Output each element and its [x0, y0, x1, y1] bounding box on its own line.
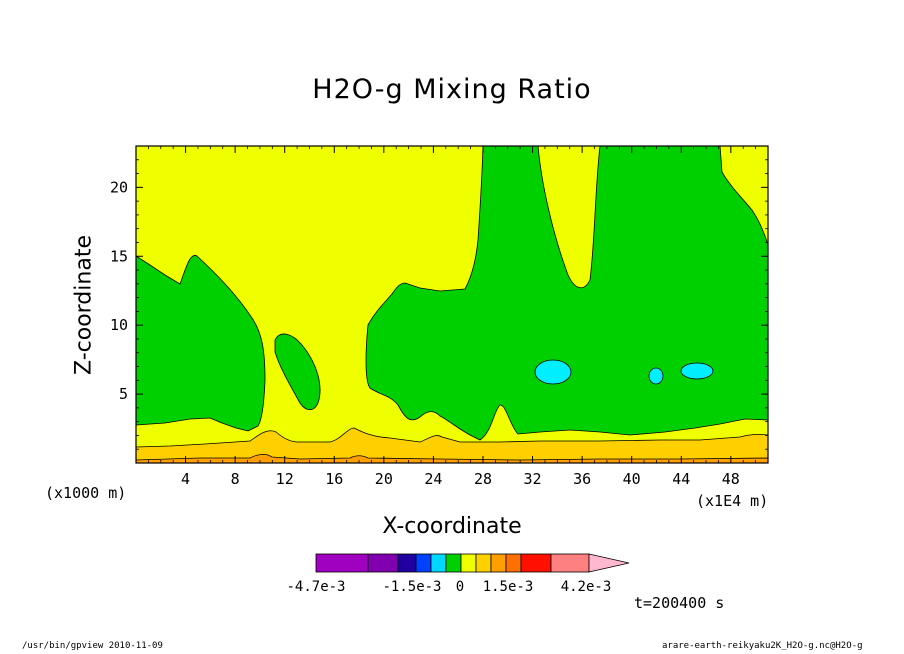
- colorbar: -4.7e-3 -1.5e-3 0 1.5e-3 4.2e-3: [286, 553, 630, 595]
- colorbar-swatch: [315, 553, 369, 573]
- colorbar-swatch: [550, 553, 590, 573]
- region-green-left: [136, 254, 266, 432]
- colorbar-swatch: [430, 553, 447, 573]
- colorbar-swatch: [445, 553, 462, 573]
- colorbar-label: -1.5e-3: [382, 579, 441, 595]
- y-axis-unit: (x1000 m): [45, 484, 127, 502]
- colorbar-swatch: [397, 553, 417, 573]
- contour-field: [136, 146, 768, 463]
- x-tick-label: 12: [276, 470, 294, 488]
- x-tick-label: 4: [181, 470, 190, 488]
- x-tick-label: 44: [672, 470, 690, 488]
- colorbar-arrow: [588, 553, 630, 573]
- colorbar-label: 4.2e-3: [561, 579, 612, 595]
- footer-right: arare-earth-reikyaku2K_H2O-g.nc@H2O-g: [662, 641, 863, 651]
- colorbar-swatch: [520, 553, 552, 573]
- region-cyan-2: [648, 367, 664, 385]
- y-tick-label: 15: [110, 247, 128, 265]
- colorbar-label: -4.7e-3: [286, 579, 345, 595]
- x-tick-label: 20: [375, 470, 393, 488]
- x-tick-label: 40: [623, 470, 641, 488]
- region-green-island: [274, 333, 321, 411]
- plot-frame: [135, 145, 769, 464]
- colorbar-swatch: [505, 553, 522, 573]
- colorbar-label: 1.5e-3: [483, 579, 534, 595]
- x-tick-label: 24: [424, 470, 442, 488]
- colorbar-swatch: [490, 553, 507, 573]
- x-tick-label: 8: [231, 470, 240, 488]
- colorbar-swatch: [415, 553, 432, 573]
- region-light-orange: [136, 427, 768, 463]
- footer-left: /usr/bin/gpview 2010-11-09: [22, 641, 163, 651]
- region-cyan-1: [534, 359, 572, 385]
- time-label: t=200400 s: [634, 594, 725, 612]
- x-tick-label: 36: [573, 470, 591, 488]
- colorbar-swatch: [367, 553, 399, 573]
- x-tick-label: 32: [524, 470, 542, 488]
- y-tick-label: 10: [110, 316, 128, 334]
- chart-title: H2O-g Mixing Ratio: [312, 74, 592, 105]
- x-axis-unit: (x1E4 m): [696, 492, 769, 510]
- x-axis-label: X-coordinate: [382, 514, 522, 539]
- x-tick-label: 16: [325, 470, 343, 488]
- y-tick-label: 5: [119, 385, 128, 403]
- region-orange: [136, 454, 768, 463]
- x-tick-label: 28: [474, 470, 492, 488]
- y-tick-label: 20: [110, 178, 128, 196]
- colorbar-label: 0: [456, 579, 464, 595]
- y-axis-label: Z-coordinate: [71, 235, 97, 375]
- colorbar-swatch: [475, 553, 492, 573]
- x-tick-label: 48: [722, 470, 740, 488]
- colorbar-swatch: [460, 553, 477, 573]
- region-cyan-3: [680, 362, 714, 380]
- region-green-right: [365, 146, 768, 441]
